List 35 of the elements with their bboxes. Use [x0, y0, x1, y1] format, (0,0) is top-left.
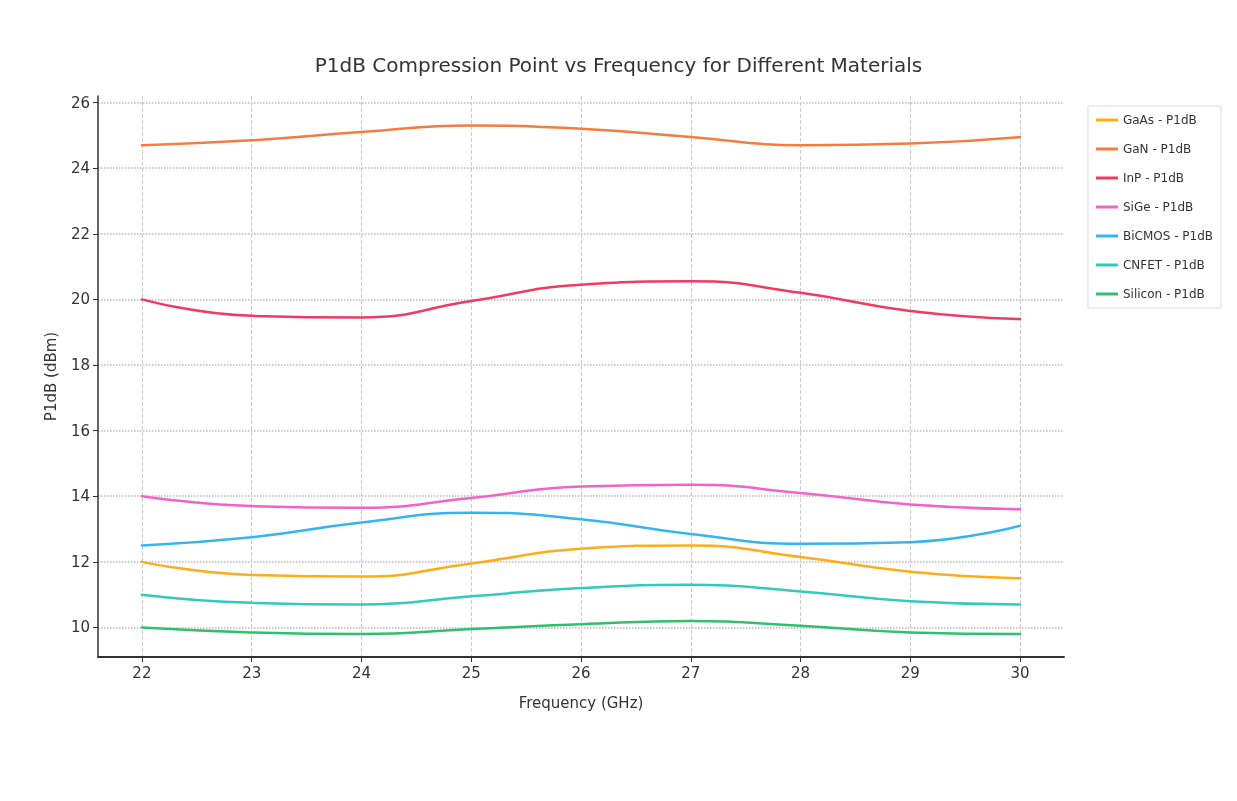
line-series [140, 544, 1022, 580]
legend-label: InP - P1dB [1122, 171, 1185, 185]
y-tick-label: 16 [70, 421, 90, 440]
y-tick-label: 18 [70, 356, 90, 375]
line-series [140, 280, 1022, 321]
y-tick-label: 22 [70, 224, 90, 243]
chart-title: P1dB Compression Point vs Frequency for Different Materials [314, 53, 923, 77]
line-series [140, 483, 1022, 511]
x-tick-label: 29 [900, 663, 920, 682]
legend-label: BiCMOS - P1dB [1122, 229, 1214, 243]
line-series [140, 583, 1022, 606]
legend-label: SiGe - P1dB [1122, 200, 1194, 214]
y-tick-label: 26 [70, 93, 90, 112]
x-tick-label: 23 [242, 663, 262, 682]
legend-label: GaN - P1dB [1122, 142, 1192, 156]
line-series [140, 619, 1022, 636]
x-tick-label: 27 [681, 663, 701, 682]
x-tick-label: 30 [1010, 663, 1030, 682]
legend-label: CNFET - P1dB [1122, 258, 1205, 272]
x-tick-label: 26 [571, 663, 591, 682]
x-tick-label: 22 [132, 663, 152, 682]
y-axis-title: P1dB (dBm) [41, 331, 60, 422]
legend-label: Silicon - P1dB [1122, 287, 1205, 301]
line-series [140, 124, 1022, 147]
y-tick-label: 24 [70, 159, 90, 178]
x-axis-title: Frequency (GHz) [518, 693, 644, 712]
y-tick-label: 12 [70, 552, 90, 571]
line-series [140, 511, 1022, 547]
x-tick-label: 28 [791, 663, 811, 682]
y-tick-label: 10 [70, 618, 90, 637]
x-tick-label: 25 [461, 663, 481, 682]
y-tick-label: 14 [70, 487, 90, 506]
x-tick-label: 24 [351, 663, 371, 682]
legend-label: GaAs - P1dB [1122, 113, 1197, 127]
y-tick-label: 20 [70, 290, 90, 309]
